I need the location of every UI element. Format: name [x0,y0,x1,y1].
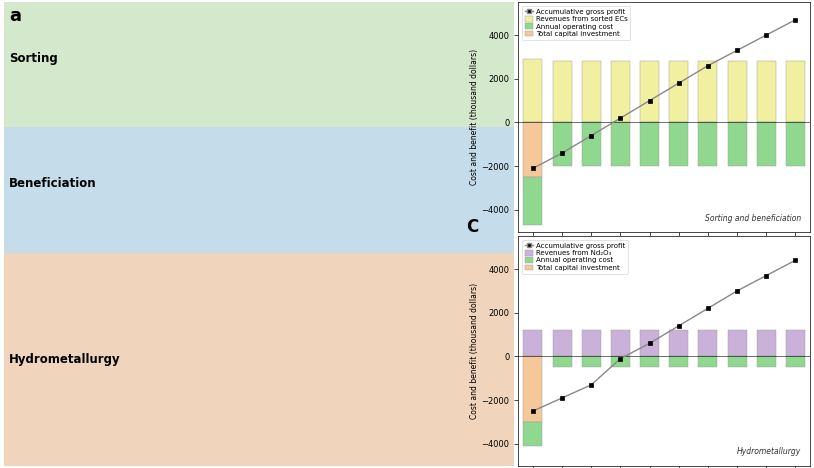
Bar [757,123,776,166]
Bar [4,253,514,466]
Text: C: C [466,218,478,236]
Bar [611,123,630,166]
Bar [553,330,571,357]
Bar [786,61,805,123]
Bar [611,357,630,367]
Bar [786,123,805,166]
Bar [669,123,688,166]
Bar [757,357,776,367]
Bar [757,61,776,123]
Bar [728,123,746,166]
Text: Hydrometallurgy: Hydrometallurgy [737,447,801,456]
Bar [611,61,630,123]
Bar [553,123,571,166]
Legend: Accumulative gross profit, Revenues from sorted ECs, Annual operating cost, Tota: Accumulative gross profit, Revenues from… [522,6,630,40]
Bar [523,59,542,123]
Bar [553,357,571,367]
Text: b: b [466,0,478,2]
Bar [640,123,659,166]
Y-axis label: Cost and benefit (thousand dollars): Cost and benefit (thousand dollars) [470,49,479,185]
Bar [757,330,776,357]
Text: Hydrometallurgy: Hydrometallurgy [9,352,120,366]
Bar [728,357,746,367]
Bar [640,330,659,357]
Bar [553,61,571,123]
Bar [698,61,717,123]
Bar [523,123,542,177]
Bar [582,123,601,166]
Bar [4,2,514,127]
Text: Beneficiation: Beneficiation [9,177,97,190]
Bar [582,330,601,357]
Bar [698,123,717,166]
Bar [786,330,805,357]
Bar [728,330,746,357]
Text: Sorting: Sorting [9,52,58,65]
Bar [640,357,659,367]
Bar [523,330,542,357]
Bar [582,61,601,123]
Y-axis label: Cost and benefit (thousand dollars): Cost and benefit (thousand dollars) [470,283,479,419]
Bar [669,357,688,367]
Bar [611,330,630,357]
Text: Sorting and beneficiation: Sorting and beneficiation [705,213,801,222]
Bar [698,330,717,357]
Text: a: a [9,7,21,25]
Bar [640,61,659,123]
Bar [523,177,542,225]
Bar [786,357,805,367]
Bar [669,61,688,123]
Legend: Accumulative gross profit, Revenues from Nd₂O₃, Annual operating cost, Total cap: Accumulative gross profit, Revenues from… [522,240,628,274]
Bar [4,127,514,253]
Bar [698,357,717,367]
Bar [728,61,746,123]
Bar [523,422,542,446]
Bar [669,330,688,357]
Bar [582,357,601,367]
Bar [523,357,542,422]
